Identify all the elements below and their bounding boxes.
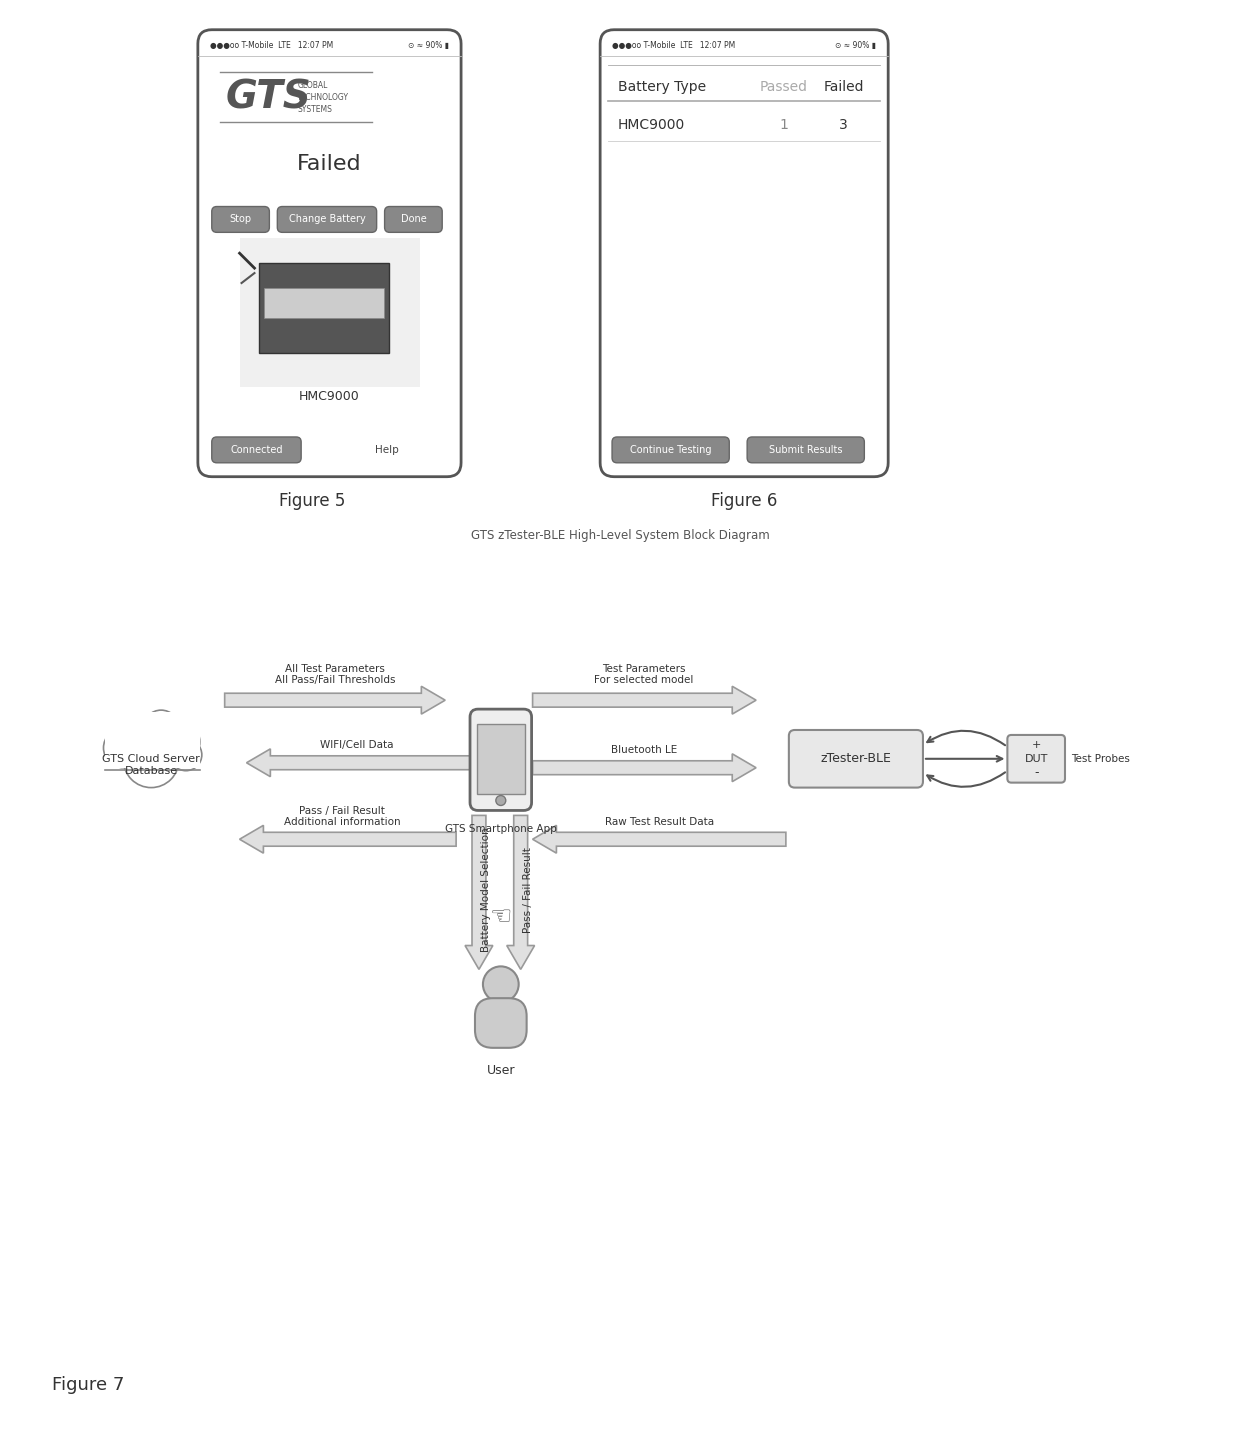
Text: User: User — [486, 1064, 515, 1077]
Text: GTS: GTS — [226, 79, 311, 116]
Bar — [105, 712, 200, 767]
Circle shape — [153, 718, 200, 766]
Circle shape — [482, 967, 518, 1002]
Bar — [103, 711, 202, 788]
Text: Passed: Passed — [760, 80, 808, 95]
Text: Failed: Failed — [298, 154, 362, 173]
Text: Battery Type: Battery Type — [618, 80, 706, 95]
Text: WIFI/Cell Data: WIFI/Cell Data — [320, 740, 393, 750]
Text: Change Battery: Change Battery — [289, 214, 366, 224]
Bar — [264, 288, 383, 317]
FancyBboxPatch shape — [748, 437, 864, 463]
Text: -: - — [1034, 766, 1038, 779]
FancyBboxPatch shape — [470, 709, 532, 811]
Text: Figure 6: Figure 6 — [711, 492, 777, 510]
Text: Submit Results: Submit Results — [769, 446, 842, 454]
Polygon shape — [247, 748, 470, 776]
Text: Continue Testing: Continue Testing — [630, 446, 712, 454]
Text: 1: 1 — [780, 118, 789, 132]
Text: ⊙ ≈ 90% ▮: ⊙ ≈ 90% ▮ — [836, 41, 877, 50]
Text: Done: Done — [401, 214, 427, 224]
Text: All Test Parameters
All Pass/Fail Thresholds: All Test Parameters All Pass/Fail Thresh… — [275, 664, 396, 686]
Text: ☜: ☜ — [490, 906, 512, 930]
Polygon shape — [224, 686, 445, 713]
Bar — [239, 239, 420, 387]
Circle shape — [496, 795, 506, 805]
Polygon shape — [239, 826, 456, 853]
Text: ⊙ ≈ 90% ▮: ⊙ ≈ 90% ▮ — [408, 41, 449, 50]
Text: Figure 5: Figure 5 — [279, 492, 345, 510]
Text: zTester-BLE: zTester-BLE — [821, 753, 892, 766]
Text: Battery Model Selection: Battery Model Selection — [481, 827, 491, 952]
Text: DUT: DUT — [1024, 754, 1048, 764]
Text: Bluetooth LE: Bluetooth LE — [611, 745, 677, 754]
Text: GTS Smartphone App: GTS Smartphone App — [445, 824, 557, 834]
Text: Test Probes: Test Probes — [1071, 754, 1130, 764]
Polygon shape — [533, 686, 756, 713]
Text: +: + — [1032, 740, 1040, 750]
Text: Stop: Stop — [229, 214, 252, 224]
Circle shape — [123, 732, 179, 788]
Text: ●●●oo T-Mobile  LTE   12:07 PM: ●●●oo T-Mobile LTE 12:07 PM — [210, 41, 334, 50]
FancyBboxPatch shape — [384, 207, 443, 233]
Text: 3: 3 — [839, 118, 848, 132]
Text: Test Parameters
For selected model: Test Parameters For selected model — [594, 664, 693, 686]
Circle shape — [170, 740, 202, 770]
Bar — [477, 724, 525, 794]
Circle shape — [103, 728, 144, 767]
Polygon shape — [507, 815, 534, 970]
FancyBboxPatch shape — [789, 729, 923, 788]
Text: Pass / Fail Result
Additional information: Pass / Fail Result Additional informatio… — [284, 805, 401, 827]
FancyBboxPatch shape — [613, 437, 729, 463]
Circle shape — [144, 711, 179, 745]
Text: HMC9000: HMC9000 — [299, 390, 360, 403]
FancyBboxPatch shape — [1007, 735, 1065, 783]
FancyBboxPatch shape — [278, 207, 377, 233]
Circle shape — [123, 713, 155, 745]
Polygon shape — [533, 826, 786, 853]
Text: GTS zTester-BLE High-Level System Block Diagram: GTS zTester-BLE High-Level System Block … — [471, 530, 769, 542]
FancyBboxPatch shape — [198, 29, 461, 476]
Bar — [259, 264, 388, 352]
Text: Help: Help — [374, 446, 398, 454]
Text: ●●●oo T-Mobile  LTE   12:07 PM: ●●●oo T-Mobile LTE 12:07 PM — [613, 41, 735, 50]
FancyBboxPatch shape — [212, 207, 269, 233]
Text: HMC9000: HMC9000 — [618, 118, 686, 132]
Text: Failed: Failed — [823, 80, 864, 95]
Text: Raw Test Result Data: Raw Test Result Data — [605, 817, 714, 827]
FancyBboxPatch shape — [475, 999, 527, 1048]
Polygon shape — [465, 815, 492, 970]
Text: GLOBAL
TECHNOLOGY
SYSTEMS: GLOBAL TECHNOLOGY SYSTEMS — [298, 82, 350, 114]
Text: Connected: Connected — [231, 446, 283, 454]
Text: GTS Cloud Server
Database: GTS Cloud Server Database — [102, 754, 200, 776]
Text: Pass / Fail Result: Pass / Fail Result — [522, 847, 533, 933]
Text: Figure 7: Figure 7 — [52, 1376, 124, 1393]
FancyBboxPatch shape — [600, 29, 888, 476]
FancyBboxPatch shape — [212, 437, 301, 463]
Polygon shape — [533, 754, 756, 782]
